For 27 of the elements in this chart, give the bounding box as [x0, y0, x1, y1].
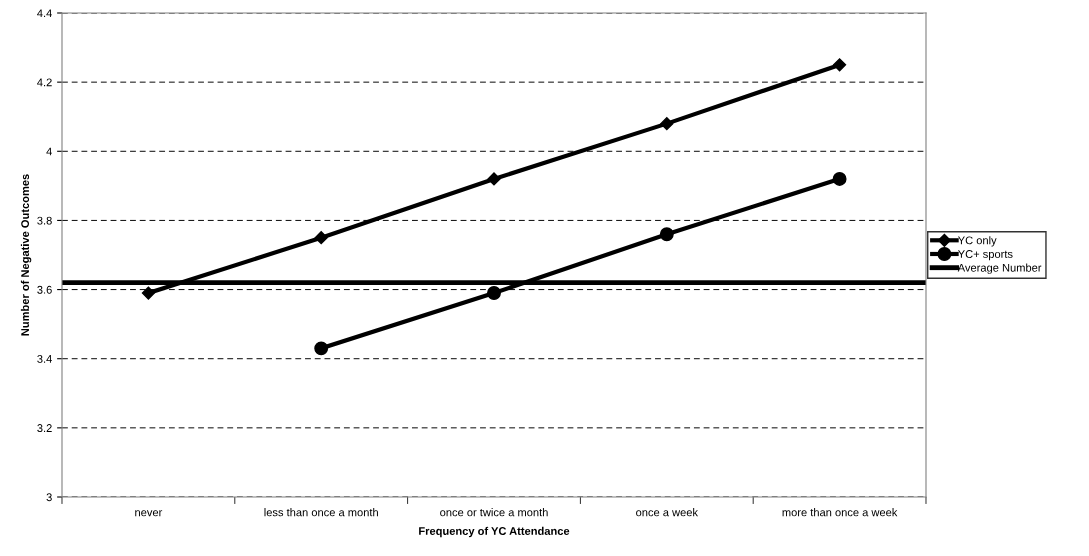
- point: [832, 171, 847, 186]
- point: [487, 286, 501, 300]
- y-tick-label: 3.8: [37, 216, 52, 225]
- point: [141, 286, 155, 300]
- x-tick-label: less than once a month: [264, 508, 378, 517]
- point: [314, 341, 329, 356]
- legend-label: YC+ sports: [957, 250, 1013, 261]
- y-tick-label: 4.4: [37, 9, 52, 18]
- point: [660, 117, 674, 131]
- x-tick-label: once or twice a month: [440, 508, 548, 517]
- y-tick-label: 4.2: [37, 78, 52, 87]
- point: [314, 231, 328, 245]
- x-tick-label: once a week: [636, 508, 699, 517]
- y-tick-label: 3.2: [37, 424, 52, 432]
- legend-label: YC only: [957, 236, 997, 247]
- y-tick-label: 4: [46, 147, 52, 156]
- y-axis-title: Number of Negative Outcomes: [20, 174, 32, 336]
- y-tick-label: 3: [46, 493, 52, 502]
- y-tick-label: 3.6: [37, 285, 52, 294]
- x-tick-label: never: [135, 510, 163, 517]
- point: [487, 172, 501, 186]
- point: [833, 58, 847, 72]
- point: [659, 227, 674, 242]
- x-axis-title: Frequency of YC Attendance: [419, 526, 570, 538]
- y-tick-label: 3.4: [37, 354, 52, 363]
- x-tick-label: more than once a week: [782, 508, 898, 517]
- legend-label: Average Number: [957, 263, 1042, 274]
